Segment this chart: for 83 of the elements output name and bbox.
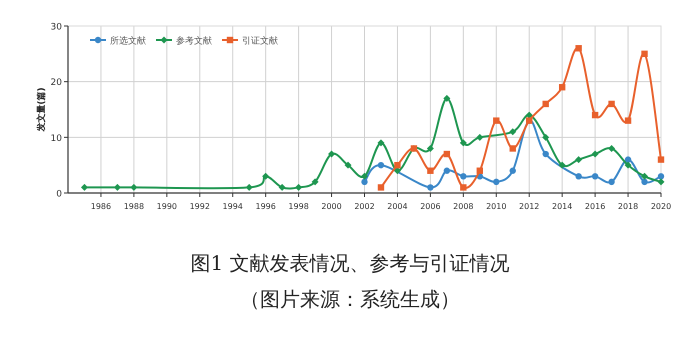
y-axis-title: 发文量(篇)	[36, 87, 47, 133]
x-tick-label: 2000	[321, 202, 342, 211]
point	[624, 117, 632, 124]
point	[558, 84, 566, 90]
point	[493, 117, 500, 124]
point	[510, 168, 516, 174]
point	[262, 172, 270, 180]
point	[394, 162, 401, 168]
x-tick-label: 2014	[552, 202, 572, 211]
x-tick-label: 1988	[124, 202, 144, 211]
x-tick-label: 2002	[354, 202, 375, 211]
x-tick-label: 2004	[387, 202, 408, 211]
legend-label: 引证文献	[242, 36, 278, 46]
y-tick-label: 20	[50, 78, 62, 88]
x-tick-label: 1998	[288, 202, 309, 211]
point	[658, 156, 664, 163]
point	[378, 162, 384, 168]
point	[460, 139, 467, 146]
point	[575, 45, 582, 52]
point	[592, 112, 598, 118]
point	[443, 94, 450, 102]
point	[246, 184, 253, 191]
point	[295, 184, 302, 191]
point	[344, 162, 352, 169]
point	[427, 168, 434, 174]
point	[592, 173, 598, 180]
point	[114, 184, 121, 191]
point	[641, 50, 648, 58]
point	[312, 178, 319, 186]
point	[377, 139, 384, 146]
point	[361, 172, 368, 180]
point	[658, 173, 664, 180]
point	[378, 184, 384, 191]
y-tick-label: 10	[50, 134, 62, 144]
legend-label: 所选文献	[110, 36, 146, 46]
x-tick-label: 2008	[453, 202, 474, 211]
point	[476, 168, 484, 174]
y-tick-label: 0	[56, 190, 62, 200]
point	[658, 178, 664, 186]
x-tick-label: 2006	[420, 202, 441, 211]
x-tick-label: 2020	[650, 202, 672, 211]
point	[130, 184, 138, 191]
point	[427, 184, 434, 191]
point	[542, 134, 550, 141]
point	[542, 100, 549, 108]
point	[509, 128, 516, 136]
point	[575, 173, 582, 180]
point	[608, 100, 615, 108]
x-tick-label: 2012	[519, 202, 540, 211]
point	[361, 178, 368, 186]
x-tick-label: 1994	[222, 202, 243, 211]
point	[542, 150, 549, 158]
point	[558, 162, 566, 169]
x-tick-label: 1992	[190, 202, 210, 211]
text: （图片来源：系统生成）	[240, 287, 460, 311]
point	[575, 156, 582, 164]
point	[510, 145, 516, 152]
point	[641, 178, 648, 186]
point	[80, 184, 88, 191]
point	[493, 178, 500, 186]
point	[444, 150, 450, 158]
text: 图1 文献发表情况、参考与引证情况	[190, 251, 510, 275]
y-tick-label: 30	[50, 22, 62, 32]
legend-label: 参考文献	[176, 36, 212, 46]
x-tick-label: 1996	[255, 202, 276, 211]
point	[460, 184, 467, 191]
point	[624, 162, 632, 169]
point	[608, 144, 616, 152]
point	[476, 134, 484, 141]
point	[460, 173, 467, 180]
x-tick-label: 1986	[90, 202, 112, 211]
x-tick-label: 2016	[584, 202, 606, 211]
point	[444, 168, 450, 174]
point	[592, 150, 599, 158]
point	[278, 184, 286, 191]
point	[426, 144, 434, 152]
point	[641, 172, 648, 180]
point	[608, 178, 615, 186]
point	[328, 150, 336, 158]
x-tick-label: 1990	[156, 202, 178, 211]
x-tick-label: 2010	[486, 202, 506, 211]
point	[624, 156, 632, 163]
x-tick-label: 2018	[618, 202, 638, 211]
